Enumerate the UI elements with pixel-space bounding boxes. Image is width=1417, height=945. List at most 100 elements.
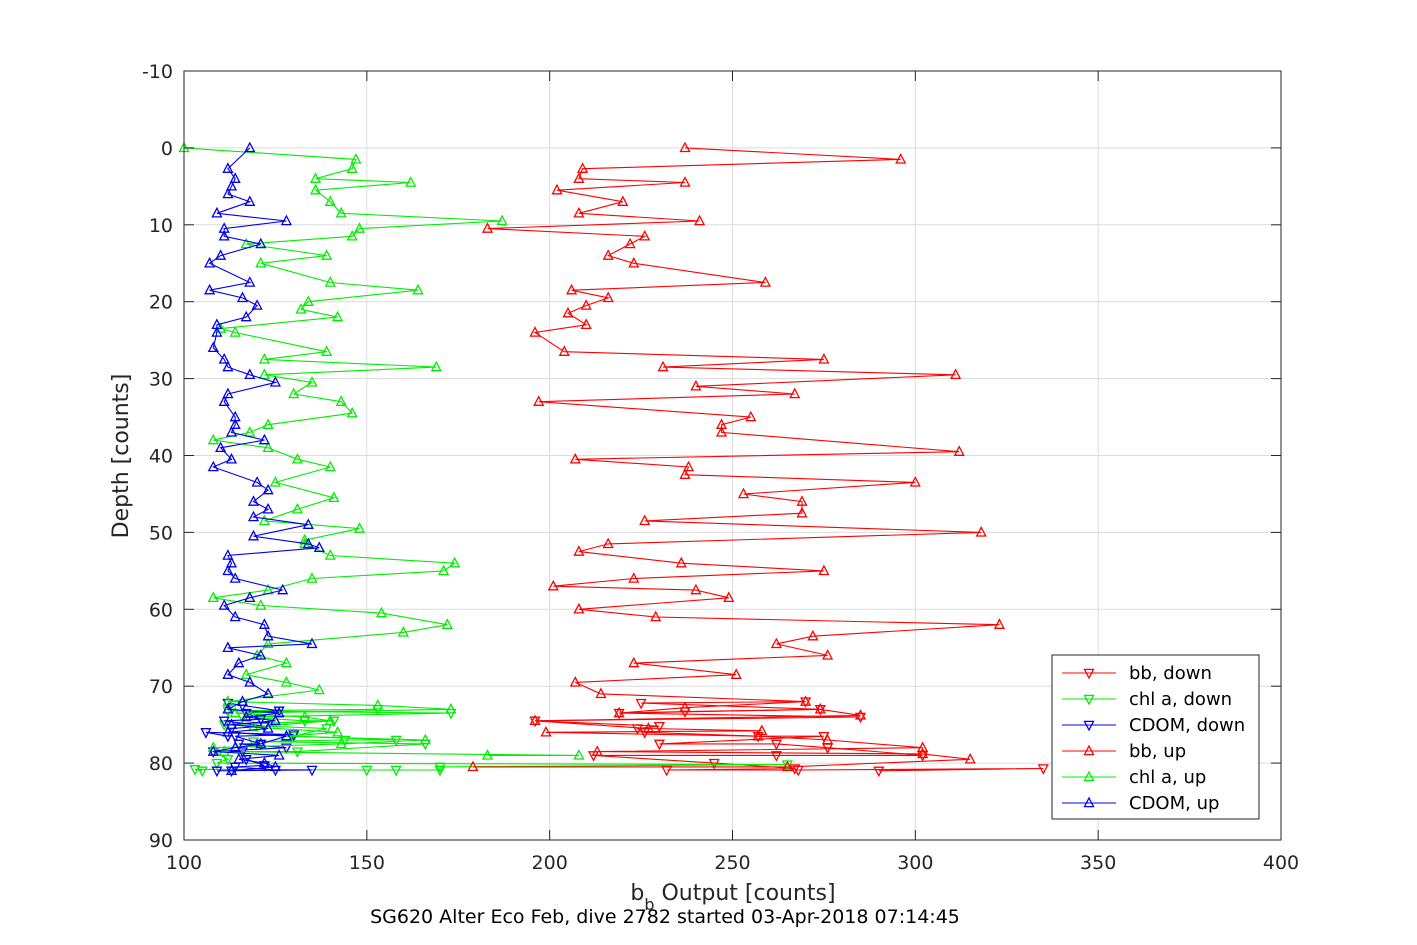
data-point-chl-a-up <box>328 491 340 503</box>
y-tick-label: 50 <box>149 522 173 544</box>
data-point-cdom-up <box>204 283 216 295</box>
data-point-cdom-up <box>255 649 267 660</box>
data-point-bb-down <box>770 751 782 762</box>
data-point-bb-up <box>975 525 987 537</box>
data-point-bb-up <box>756 724 768 736</box>
data-point-cdom-up <box>302 537 314 549</box>
data-point-bb-up <box>624 237 636 249</box>
legend-marker-chl-a-up <box>1083 770 1095 782</box>
data-point-cdom-up <box>215 249 227 260</box>
data-point-chl-a-up <box>346 230 358 241</box>
data-point-chl-a-up <box>310 183 322 195</box>
data-point-cdom-up <box>255 237 267 249</box>
data-point-bb-up <box>745 410 757 422</box>
data-point-cdom-down <box>218 716 230 728</box>
data-point-cdom-up <box>218 230 230 241</box>
data-point-cdom-up <box>229 410 241 422</box>
data-point-chl-a-up <box>430 360 442 372</box>
data-point-chl-a-up <box>335 737 347 749</box>
data-point-chl-a-up <box>229 706 241 718</box>
data-point-chl-a-up <box>346 406 358 418</box>
data-point-bb-up <box>964 752 976 764</box>
data-point-bb-up <box>577 162 589 173</box>
data-point-chl-a-up <box>375 606 388 618</box>
data-point-bb-down <box>770 739 782 751</box>
data-point-chl-a-up <box>332 310 344 322</box>
data-point-cdom-up <box>280 214 292 226</box>
data-point-cdom-up <box>262 687 274 699</box>
data-point-cdom-up <box>229 610 241 622</box>
data-point-cdom-up <box>277 583 289 595</box>
series-line-cdom-up <box>208 147 320 772</box>
data-point-cdom-up <box>225 764 238 776</box>
y-tick-label: -10 <box>142 61 173 83</box>
data-point-chl-a-down <box>434 762 446 774</box>
data-point-chl-a-up <box>255 599 267 610</box>
data-point-bb-up <box>950 368 962 380</box>
data-point-chl-a-up <box>335 395 347 406</box>
data-point-cdom-up <box>280 729 292 741</box>
data-point-cdom-up <box>302 518 314 529</box>
data-point-bb-up <box>679 468 691 479</box>
data-point-chl-a-up <box>207 433 219 445</box>
data-point-bb-up <box>675 556 687 568</box>
data-point-cdom-up <box>222 549 234 560</box>
data-point-bb-up <box>854 709 867 720</box>
data-point-cdom-up <box>244 141 256 153</box>
data-point-cdom-down <box>200 728 212 739</box>
data-point-bb-up <box>573 545 585 556</box>
data-point-bb-up <box>613 706 625 718</box>
data-point-bb-up <box>800 695 812 706</box>
data-point-chl-a-up <box>324 460 336 472</box>
y-tick-label: 20 <box>149 292 173 314</box>
data-point-cdom-up <box>269 714 281 726</box>
data-point-cdom-down <box>280 743 292 755</box>
data-point-bb-up <box>639 514 651 526</box>
data-point-bb-up <box>814 702 826 714</box>
data-point-bb-down <box>587 751 600 762</box>
x-tick-label: 100 <box>166 852 202 874</box>
data-point-chl-a-up <box>481 749 494 760</box>
data-point-cdom-up <box>222 702 234 714</box>
data-point-bb-up <box>650 610 662 622</box>
data-point-bb-up <box>569 675 581 687</box>
data-point-bb-up <box>481 222 494 233</box>
data-point-cdom-up <box>251 476 263 487</box>
data-point-cdom-up <box>211 318 223 330</box>
data-point-chl-a-up <box>321 249 333 260</box>
data-point-bb-up <box>781 760 793 772</box>
data-point-chl-a-up <box>280 675 292 687</box>
data-point-bb-up <box>595 687 607 699</box>
x-axis-label: bb Output [counts] <box>630 881 835 914</box>
data-point-bb-up <box>917 747 929 759</box>
x-tick-label: 300 <box>897 852 933 874</box>
data-point-cdom-up <box>244 195 256 206</box>
chart-caption: SG620 Alter Eco Feb, dive 2782 started 0… <box>370 906 960 928</box>
legend-label-bb-up: bb, up <box>1129 741 1186 762</box>
y-tick-label: 0 <box>161 138 173 160</box>
legend-label-chl-a-down: chl a, down <box>1129 689 1232 710</box>
data-point-chl-a-down <box>211 758 223 770</box>
legend-marker-cdom-up <box>1083 796 1095 808</box>
data-point-cdom-up <box>225 556 238 568</box>
data-point-chl-a-up <box>255 256 267 268</box>
data-point-cdom-up <box>211 206 223 218</box>
data-point-chl-a-down <box>328 716 340 728</box>
data-point-chl-a-up <box>291 453 303 464</box>
y-axis-label: Depth [counts] <box>109 374 134 539</box>
data-point-bb-up <box>909 476 921 487</box>
data-point-bb-up <box>657 360 669 372</box>
data-point-cdom-up <box>236 695 249 706</box>
data-point-bb-up <box>533 395 545 406</box>
data-point-cdom-up <box>222 668 234 679</box>
data-point-cdom-up <box>262 503 274 514</box>
data-point-cdom-up <box>207 341 219 353</box>
data-point-cdom-down <box>211 766 223 778</box>
data-point-bb-up <box>730 668 742 679</box>
y-tick-label: 90 <box>149 830 173 852</box>
data-point-bb-up <box>642 722 654 733</box>
data-point-bb-up <box>573 172 585 183</box>
data-point-bb-up <box>547 579 559 591</box>
series-layer <box>178 141 1049 778</box>
data-point-cdom-up <box>222 360 234 372</box>
